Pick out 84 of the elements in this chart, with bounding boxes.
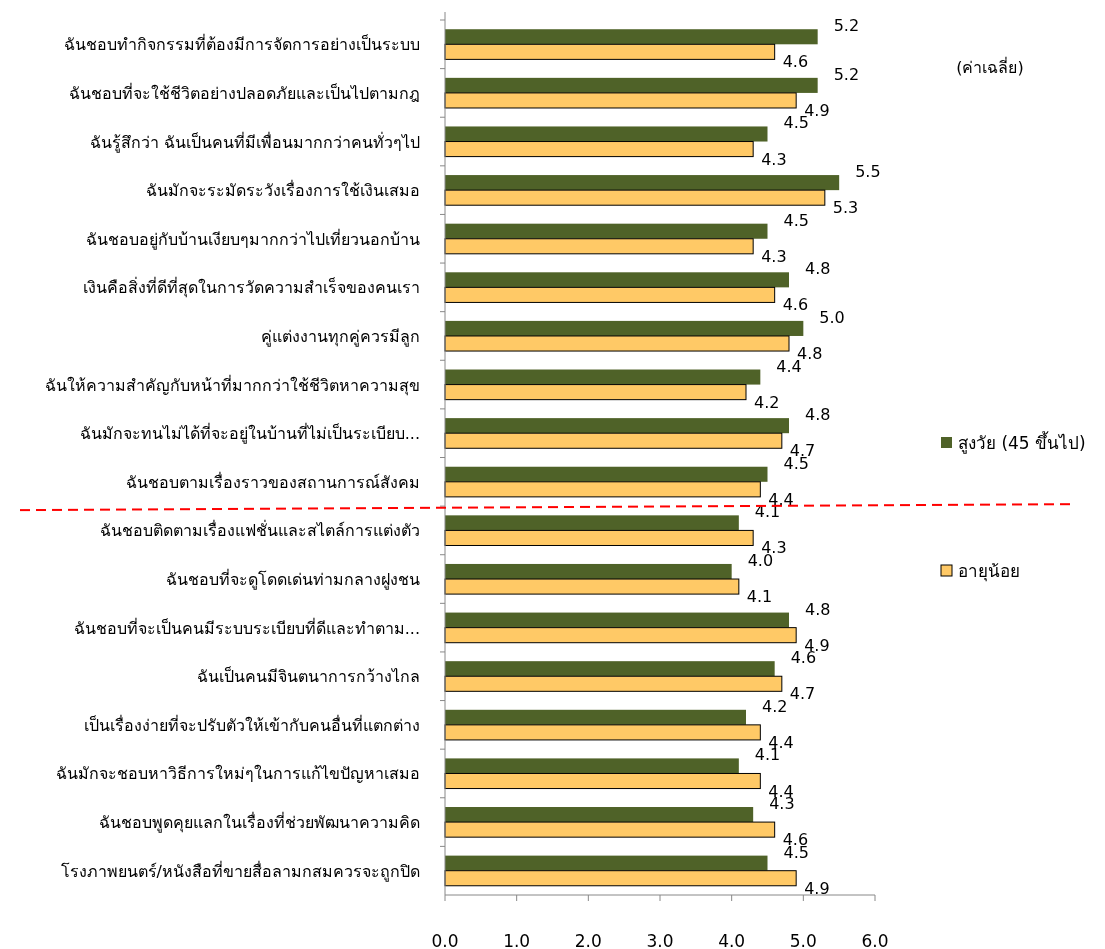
bar bbox=[445, 126, 768, 142]
data-label: 4.2 bbox=[762, 696, 788, 716]
bar bbox=[445, 223, 768, 239]
data-label: 4.2 bbox=[754, 392, 780, 412]
data-label: 4.5 bbox=[783, 113, 809, 133]
y-tick-label: โรงภาพยนตร์/หนังสือที่ขายสื่อลามกสมควรจะถูกปิด bbox=[60, 859, 420, 882]
y-tick-label: ฉันมักจะชอบหาวิธีการใหม่ๆในการแก้ไขปัญหาเสมอ bbox=[56, 764, 420, 784]
data-label: 5.2 bbox=[833, 64, 860, 84]
bar bbox=[445, 320, 804, 336]
y-tick-label: ฉันชอบอยู่กับบ้านเงียบๆมากกว่าไปเที่ยวนอกบ้าน bbox=[86, 227, 420, 250]
bar bbox=[444, 481, 761, 498]
bar bbox=[445, 369, 761, 385]
data-label: 5.5 bbox=[855, 162, 881, 182]
bar bbox=[445, 855, 768, 871]
bar bbox=[444, 384, 747, 401]
y-tick-label: เงินคือสิ่งที่ดีที่สุดในการวัดความสำเร็จของคนเรา bbox=[83, 276, 420, 299]
y-tick-label: ฉันให้ความสำคัญกับหน้าที่มากกว่าใช้ชีวิตหาความสุข bbox=[45, 373, 420, 396]
bar bbox=[444, 432, 783, 449]
data-label: 5.2 bbox=[833, 16, 860, 36]
bar bbox=[444, 189, 826, 206]
x-tick-label: 6.0 bbox=[861, 931, 889, 949]
data-label: 4.1 bbox=[746, 587, 773, 607]
bar bbox=[445, 807, 754, 823]
bar bbox=[444, 724, 761, 741]
y-tick-label: คู่แต่งงานทุกคู่ควรมีลูก bbox=[261, 326, 420, 347]
bar bbox=[445, 272, 789, 288]
bar bbox=[444, 675, 783, 692]
x-tick-label: 0.0 bbox=[431, 931, 459, 949]
data-label: 4.3 bbox=[761, 246, 787, 266]
bar bbox=[444, 43, 776, 60]
bar bbox=[444, 529, 754, 546]
data-label: 4.8 bbox=[805, 259, 831, 279]
y-tick-label: ฉันชอบที่จะใช้ชีวิตอย่างปลอดภัยและเป็นไปตามกฎ bbox=[69, 81, 420, 103]
legend-label: สูงวัย (45 ขึ้นไป) bbox=[958, 431, 1086, 454]
bar bbox=[444, 627, 797, 644]
bar bbox=[445, 418, 789, 434]
data-label: 4.6 bbox=[782, 295, 809, 315]
y-tick-label: ฉันรู้สึกว่า ฉันเป็นคนที่มีเพื่อนมากกว่าคนทั่วๆไป bbox=[89, 130, 420, 153]
bar bbox=[444, 821, 776, 838]
x-tick-label: 2.0 bbox=[574, 931, 602, 949]
data-label: 4.3 bbox=[761, 149, 787, 169]
y-tick-label: ฉันชอบตามเรื่องราวของสถานการณ์สังคม bbox=[126, 470, 420, 492]
bar bbox=[445, 466, 768, 482]
bar bbox=[445, 77, 818, 93]
data-label: 4.8 bbox=[805, 405, 831, 425]
y-tick-label: เป็นเรื่องง่ายที่จะปรับตัวให้เข้ากับคนอื่นที่แตกต่าง bbox=[84, 713, 420, 735]
bar bbox=[445, 612, 789, 628]
x-tick-label: 5.0 bbox=[789, 931, 817, 949]
data-label: 4.8 bbox=[805, 599, 831, 619]
bar bbox=[444, 141, 754, 158]
y-tick-label: ฉันชอบทำกิจกรรมที่ต้องมีการจัดการอย่างเป็นระบบ bbox=[64, 33, 420, 55]
bar bbox=[444, 286, 776, 303]
y-tick-label: ฉันชอบติดตามเรื่องแฟชั่นและสไตล์การแต่งตัว bbox=[100, 519, 420, 541]
y-tick-label: ฉันชอบที่จะดูโดดเด่นท่ามกลางฝูงชน bbox=[166, 568, 420, 591]
bar bbox=[444, 772, 761, 790]
bar bbox=[444, 578, 740, 595]
bar bbox=[445, 175, 840, 191]
x-tick-label: 1.0 bbox=[503, 931, 531, 949]
bar bbox=[444, 870, 797, 887]
data-label: 4.9 bbox=[804, 878, 830, 898]
y-tick-label: ฉันเป็นคนมีจินตนาการกว้างไกล bbox=[197, 666, 420, 687]
bar bbox=[445, 661, 775, 677]
text: (ค่าเฉลี่ย) bbox=[956, 56, 1024, 77]
bar bbox=[444, 335, 790, 352]
y-tick-label: ฉันชอบที่จะเป็นคนมีระบบระเบียบที่ดีและทำตาม... bbox=[73, 616, 420, 638]
x-tick-label: 3.0 bbox=[646, 931, 674, 949]
bar bbox=[445, 563, 732, 580]
data-label: 4.7 bbox=[789, 684, 816, 704]
data-label: 4.4 bbox=[776, 356, 802, 376]
legend-label: อายุน้อย bbox=[958, 561, 1020, 582]
data-label: 5.0 bbox=[819, 307, 845, 327]
data-label: 5.3 bbox=[832, 198, 859, 218]
y-tick-label: ฉันมักจะทนไม่ได้ที่จะอยู่ในบ้านที่ไม่เป็นระเบียบ... bbox=[79, 422, 420, 445]
bar bbox=[445, 515, 739, 531]
bar bbox=[445, 29, 818, 45]
bar bbox=[444, 238, 754, 255]
y-tick-label: ฉันชอบพูดคุยแลกในเรื่องที่ช่วยพัฒนาความคิด bbox=[99, 811, 420, 834]
data-label: 4.5 bbox=[783, 210, 809, 230]
bar bbox=[445, 758, 739, 774]
y-tick-label: ฉันมักจะระมัดระวังเรื่องการใช้เงินเสมอ bbox=[146, 179, 420, 201]
x-tick-label: 4.0 bbox=[718, 931, 746, 949]
bar bbox=[445, 709, 746, 725]
bar bbox=[444, 92, 797, 109]
data-label: 4.6 bbox=[782, 52, 809, 72]
